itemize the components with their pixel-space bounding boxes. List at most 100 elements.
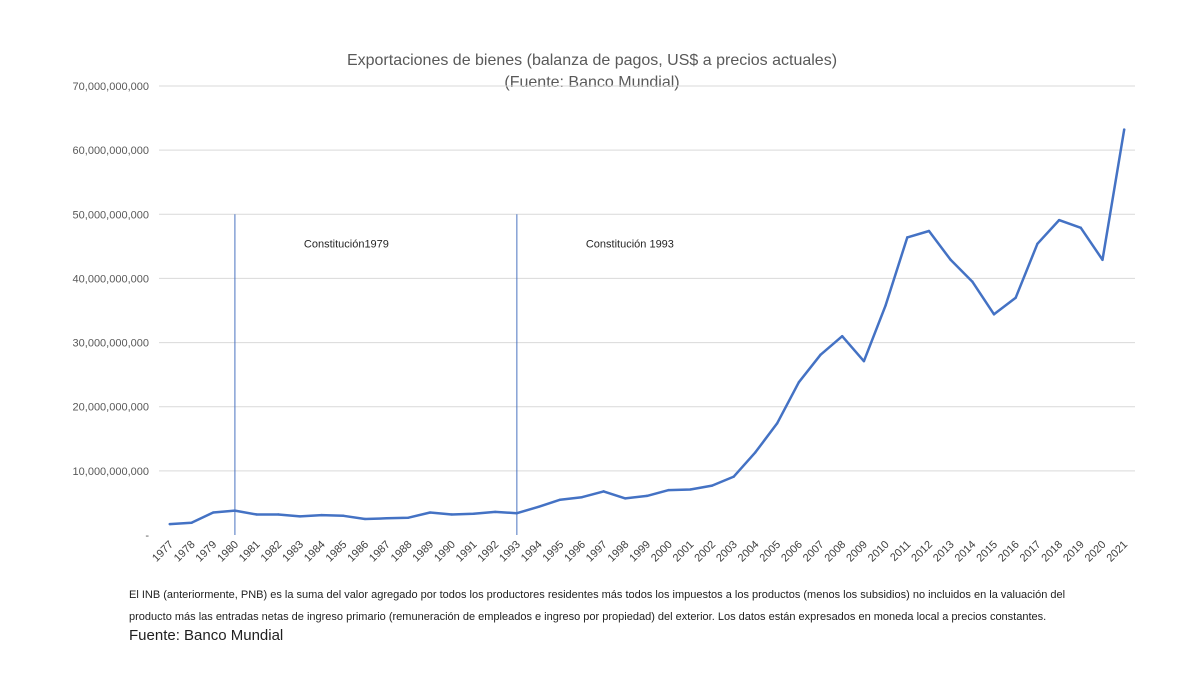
x-tick-label: 1990 — [432, 539, 458, 565]
data-point — [797, 381, 801, 384]
data-point — [233, 509, 237, 512]
x-tick-label: 1998 — [606, 539, 632, 565]
x-tick-label: 2002 — [692, 539, 718, 565]
x-tick-label: 1982 — [259, 539, 285, 565]
data-point — [537, 505, 540, 508]
data-point — [493, 510, 497, 514]
y-tick-label: 70,000,000,000 — [73, 81, 149, 93]
data-point — [428, 511, 432, 514]
x-tick-label: 1989 — [410, 539, 436, 565]
x-tick-label: 2019 — [1061, 539, 1087, 565]
data-point — [862, 359, 866, 363]
data-point — [342, 514, 345, 517]
annotation-label: Constitución1979 — [304, 238, 389, 250]
data-point — [1014, 296, 1017, 299]
data-point — [602, 490, 605, 493]
x-tick-label: 1986 — [345, 539, 371, 565]
data-point — [559, 498, 562, 501]
x-tick-label: 2005 — [757, 539, 783, 565]
data-point — [949, 258, 952, 262]
x-tick-label: 1977 — [150, 539, 176, 565]
chart-title: Exportaciones de bienes (balanza de pago… — [347, 52, 837, 69]
x-tick-label: 1988 — [389, 539, 415, 565]
x-tick-label: 2001 — [671, 539, 697, 565]
x-tick-label: 1992 — [476, 539, 502, 565]
x-tick-label: 1984 — [302, 539, 328, 565]
x-tick-label: 2011 — [888, 539, 913, 564]
data-point — [320, 513, 323, 517]
x-tick-label: 1978 — [172, 539, 198, 565]
data-point — [168, 522, 172, 526]
x-tick-label: 1999 — [627, 539, 653, 565]
data-point — [775, 422, 779, 425]
data-point — [1079, 226, 1082, 229]
data-point — [363, 517, 367, 521]
x-tick-label: 2006 — [779, 539, 805, 565]
x-tick-label: 1995 — [541, 539, 567, 565]
x-tick-label: 1994 — [519, 539, 545, 565]
x-tick-label: 2016 — [996, 539, 1022, 565]
data-point — [667, 488, 670, 492]
data-point — [645, 494, 649, 498]
data-point — [515, 511, 519, 515]
data-point — [450, 513, 453, 516]
data-point — [906, 236, 909, 239]
x-tick-label: 2013 — [931, 539, 957, 565]
x-axis-tick-labels: 1977197819791980198119821983198419851986… — [150, 539, 1130, 565]
data-point — [1057, 218, 1061, 222]
y-tick-label: 10,000,000,000 — [73, 466, 149, 478]
x-tick-label: 1980 — [215, 539, 241, 565]
y-tick-label: 30,000,000,000 — [73, 338, 149, 350]
data-point — [992, 313, 996, 316]
y-tick-label: 60,000,000,000 — [73, 145, 149, 157]
data-point — [212, 511, 215, 514]
data-point — [1101, 258, 1104, 262]
y-tick-label: 50,000,000,000 — [73, 209, 149, 221]
x-tick-label: 1983 — [280, 539, 306, 565]
x-tick-label: 1993 — [497, 539, 523, 565]
data-point — [689, 488, 692, 491]
data-point — [298, 515, 302, 518]
data-point — [1036, 242, 1039, 245]
x-tick-label: 1981 — [237, 539, 263, 565]
x-tick-label: 1987 — [367, 539, 393, 565]
x-tick-label: 2020 — [1083, 539, 1109, 565]
x-tick-label: 1996 — [562, 539, 588, 565]
x-tick-label: 1991 — [454, 539, 480, 565]
x-tick-label: 2021 — [1104, 539, 1130, 565]
data-point — [190, 521, 193, 525]
footnote: El INB (anteriormente, PNB) es la suma d… — [129, 589, 1066, 623]
y-axis-tick-labels: - 10,000,000,000 20,000,000,000 30,000,000,… — [73, 81, 150, 542]
series-line — [168, 128, 1126, 526]
x-tick-label: 2000 — [649, 539, 675, 565]
data-point — [385, 517, 388, 520]
x-tick-label: 2018 — [1039, 539, 1065, 565]
gridlines — [159, 85, 1135, 472]
data-point — [472, 512, 475, 516]
series-layer — [168, 128, 1126, 526]
y-tick-label: 20,000,000,000 — [73, 402, 149, 414]
x-tick-label: 2014 — [953, 539, 979, 565]
x-tick-label: 2003 — [714, 539, 740, 565]
data-point — [819, 353, 822, 356]
x-tick-label: 2007 — [801, 539, 827, 565]
data-point — [927, 229, 931, 233]
chart-subtitle: (Fuente: Banco Mundial) — [504, 74, 679, 91]
x-tick-label: 1979 — [194, 539, 220, 565]
data-point — [255, 513, 258, 516]
y-tick-label: - — [145, 530, 149, 542]
data-point — [407, 516, 410, 519]
data-point — [732, 475, 735, 478]
data-point — [754, 451, 757, 454]
data-point — [710, 484, 714, 487]
data-point — [841, 334, 844, 338]
data-point — [580, 495, 584, 499]
x-tick-label: 2015 — [974, 539, 1000, 565]
data-point — [1122, 128, 1126, 131]
x-tick-label: 2012 — [909, 539, 935, 565]
annotations: Constitución1979 Constitución 1993 — [234, 214, 674, 535]
source-label: Fuente: Banco Mundial — [129, 627, 284, 644]
x-tick-label: 2009 — [844, 539, 870, 565]
x-tick-label: 2010 — [866, 539, 892, 565]
